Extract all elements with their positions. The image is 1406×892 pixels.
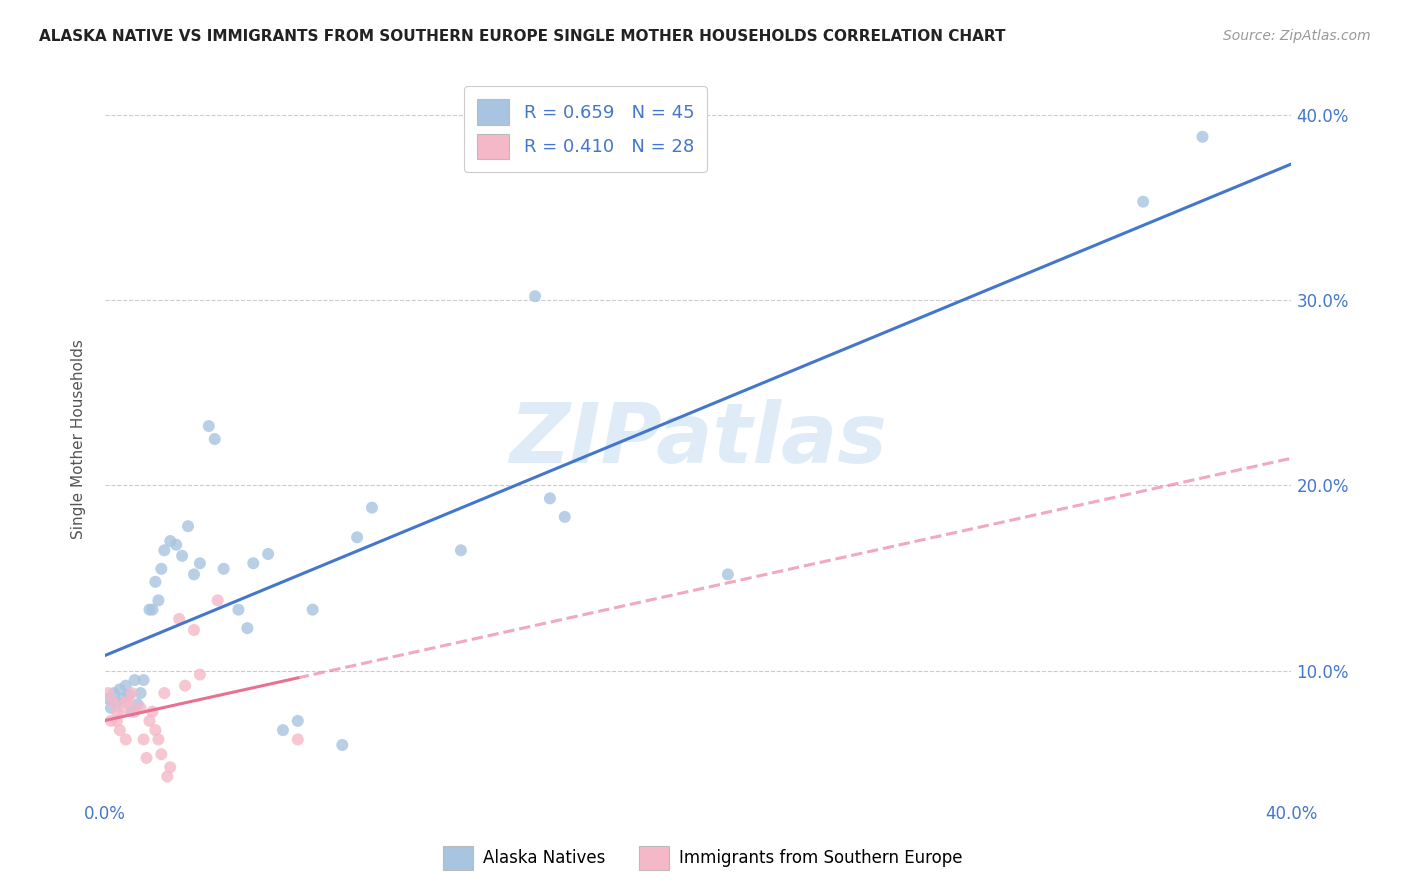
Point: [145, 574, 167, 589]
Legend: Alaska Natives, Immigrants from Southern Europe: Alaska Natives, Immigrants from Southern…: [437, 839, 969, 877]
Point: [287, 732, 309, 747]
Point: [301, 602, 323, 616]
Point: [138, 714, 160, 728]
Point: [188, 556, 211, 570]
Point: [145, 723, 167, 738]
Point: [114, 732, 136, 747]
Text: ZIPatlas: ZIPatlas: [509, 399, 887, 480]
Point: [124, 705, 146, 719]
Point: [159, 760, 181, 774]
Point: [132, 732, 155, 747]
Point: [172, 549, 194, 563]
Point: [361, 500, 384, 515]
Point: [287, 714, 309, 728]
Point: [330, 738, 353, 752]
Point: [118, 695, 141, 709]
Point: [114, 695, 136, 709]
Point: [121, 686, 143, 700]
Point: [105, 714, 128, 728]
Point: [121, 705, 143, 719]
Point: [141, 705, 163, 719]
Point: [207, 593, 229, 607]
Point: [127, 697, 149, 711]
Point: [538, 491, 561, 506]
Point: [111, 691, 134, 706]
Point: [108, 723, 131, 738]
Point: [97, 686, 120, 700]
Point: [148, 732, 170, 747]
Point: [717, 567, 740, 582]
Point: [118, 688, 141, 702]
Point: [183, 623, 205, 637]
Point: [183, 567, 205, 582]
Point: [129, 701, 152, 715]
Point: [108, 682, 131, 697]
Point: [105, 695, 128, 709]
Point: [177, 519, 200, 533]
Point: [242, 556, 264, 570]
Point: [159, 534, 181, 549]
Point: [111, 705, 134, 719]
Point: [554, 509, 576, 524]
Point: [100, 701, 122, 715]
Point: [153, 543, 176, 558]
Point: [212, 562, 235, 576]
Point: [198, 419, 221, 434]
Point: [346, 530, 368, 544]
Point: [105, 705, 128, 719]
Point: [148, 593, 170, 607]
Text: ALASKA NATIVE VS IMMIGRANTS FROM SOUTHERN EUROPE SINGLE MOTHER HOUSEHOLDS CORREL: ALASKA NATIVE VS IMMIGRANTS FROM SOUTHER…: [39, 29, 1005, 44]
Point: [135, 751, 157, 765]
Point: [188, 667, 211, 681]
Point: [1132, 194, 1154, 209]
Point: [132, 673, 155, 687]
Point: [150, 562, 173, 576]
Point: [174, 679, 197, 693]
Point: [100, 714, 122, 728]
Point: [257, 547, 280, 561]
Point: [1191, 129, 1213, 144]
Point: [114, 679, 136, 693]
Point: [129, 686, 152, 700]
Legend: R = 0.659   N = 45, R = 0.410   N = 28: R = 0.659 N = 45, R = 0.410 N = 28: [464, 87, 707, 172]
Point: [124, 673, 146, 687]
Point: [204, 432, 226, 446]
Point: [156, 770, 179, 784]
Point: [228, 602, 250, 616]
Point: [153, 686, 176, 700]
Point: [141, 602, 163, 616]
Point: [138, 602, 160, 616]
Point: [236, 621, 259, 635]
Text: Source: ZipAtlas.com: Source: ZipAtlas.com: [1223, 29, 1371, 43]
Point: [150, 747, 173, 762]
Y-axis label: Single Mother Households: Single Mother Households: [72, 339, 86, 539]
Point: [450, 543, 472, 558]
Point: [165, 538, 187, 552]
Point: [103, 695, 125, 709]
Point: [271, 723, 294, 738]
Point: [103, 686, 125, 700]
Point: [97, 691, 120, 706]
Point: [524, 289, 547, 303]
Point: [167, 612, 190, 626]
